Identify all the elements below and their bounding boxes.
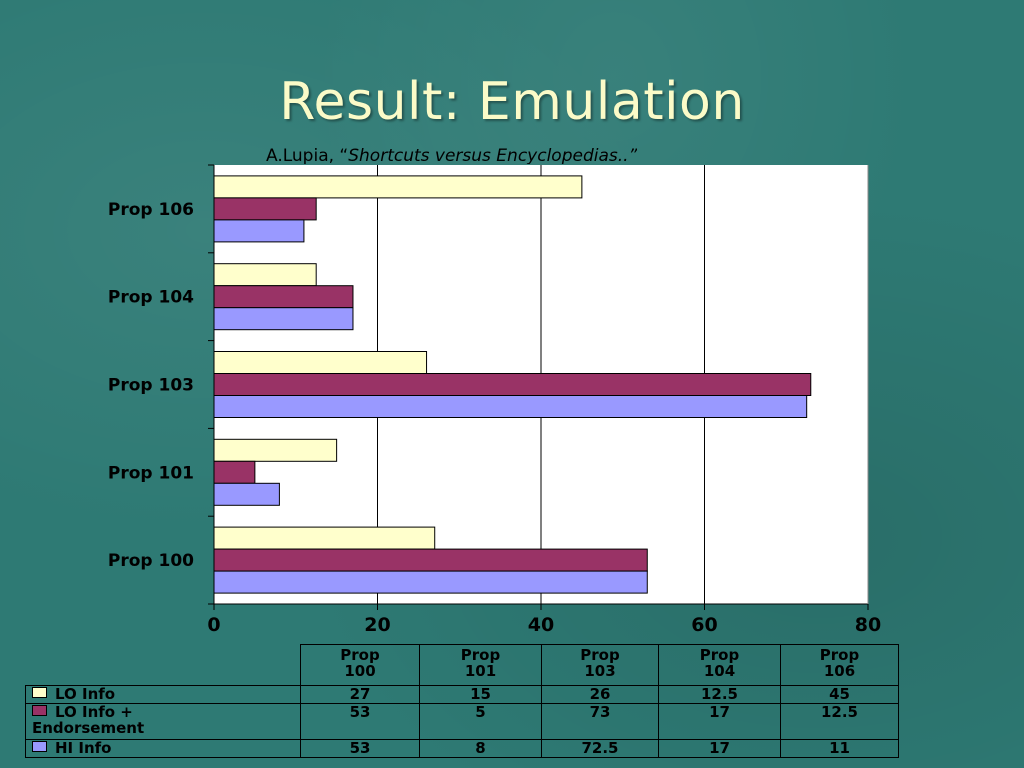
table-cell: 27 bbox=[300, 685, 420, 704]
legend-hi-info: HI Info bbox=[25, 739, 301, 758]
bar bbox=[213, 526, 436, 550]
bar bbox=[213, 197, 317, 221]
category-label: Prop 104 bbox=[108, 288, 194, 308]
x-tick-label: 60 bbox=[691, 614, 717, 636]
legend-lo-info: LO Info bbox=[25, 685, 301, 704]
table-cell: 12.5 bbox=[780, 703, 899, 740]
table-cell: 17 bbox=[658, 703, 781, 740]
bar bbox=[213, 351, 428, 374]
table-header-prop-106: Prop 106 bbox=[780, 644, 899, 686]
table-cell: 5 bbox=[419, 703, 542, 740]
table-header-prop-101: Prop 101 bbox=[419, 644, 542, 686]
table-cell: 73 bbox=[541, 703, 659, 740]
category-label: Prop 101 bbox=[108, 463, 194, 483]
table-header-prop-100: Prop 100 bbox=[300, 644, 420, 686]
table-header-prop-104: Prop 104 bbox=[658, 644, 781, 686]
bar-chart: 0 20 40 60 80 Prop 100 Prop 101 Prop 103 Prop 10… bbox=[108, 164, 881, 636]
legend-swatch-lo-info-endorsement bbox=[32, 705, 47, 716]
table-cell: 53 bbox=[300, 739, 420, 758]
data-table-header-row: Prop 100 Prop 101 Prop 103 Prop 104 Prop 106 bbox=[25, 644, 899, 686]
table-cell: 17 bbox=[658, 739, 781, 758]
citation: A.Lupia, “Shortcuts versus Encyclopedias… bbox=[266, 146, 637, 164]
bar bbox=[213, 482, 280, 506]
legend-swatch-lo-info bbox=[32, 687, 47, 698]
table-cell: 72.5 bbox=[541, 739, 659, 758]
data-table-corner bbox=[25, 644, 301, 686]
bar bbox=[213, 285, 354, 309]
table-cell: 12.5 bbox=[658, 685, 781, 704]
slide-title: Result: Emulation bbox=[279, 72, 745, 132]
table-cell: 53 bbox=[300, 703, 420, 740]
data-table: Prop 100 Prop 101 Prop 103 Prop 104 Prop 106 … bbox=[25, 644, 899, 758]
table-cell: 11 bbox=[780, 739, 899, 758]
table-cell: 8 bbox=[419, 739, 542, 758]
citation-title: Shortcuts versus Encyclopedias..” bbox=[348, 146, 638, 164]
x-tick-label: 20 bbox=[364, 614, 390, 636]
table-cell: 26 bbox=[541, 685, 659, 704]
bar bbox=[213, 395, 808, 418]
bar bbox=[213, 570, 648, 594]
table-row-hi-info: HI Info 53 8 72.5 17 11 bbox=[25, 739, 899, 758]
bar bbox=[213, 548, 648, 572]
legend-lo-info-endorsement: LO Info + Endorsement bbox=[25, 703, 301, 740]
bar bbox=[213, 460, 256, 484]
x-tick-label: 40 bbox=[528, 614, 554, 636]
category-label: Prop 106 bbox=[108, 200, 194, 220]
category-label: Prop 100 bbox=[108, 551, 194, 571]
bar bbox=[213, 219, 305, 243]
table-row-lo-info: LO Info 27 15 26 12.5 45 bbox=[25, 685, 899, 704]
table-cell: 15 bbox=[419, 685, 542, 704]
bar bbox=[213, 373, 812, 396]
table-row-lo-info-endorsement: LO Info + Endorsement 53 5 73 17 12.5 bbox=[25, 703, 899, 740]
legend-swatch-hi-info bbox=[32, 741, 47, 752]
bar bbox=[213, 438, 338, 462]
bar bbox=[213, 263, 317, 287]
category-label: Prop 103 bbox=[108, 376, 194, 396]
bar bbox=[213, 307, 354, 331]
citation-author: A.Lupia, “ bbox=[266, 146, 349, 164]
x-tick-label: 0 bbox=[207, 614, 220, 636]
table-header-prop-103: Prop 103 bbox=[541, 644, 659, 686]
x-tick-label: 80 bbox=[855, 614, 881, 636]
table-cell: 45 bbox=[780, 685, 899, 704]
bar bbox=[213, 175, 583, 199]
